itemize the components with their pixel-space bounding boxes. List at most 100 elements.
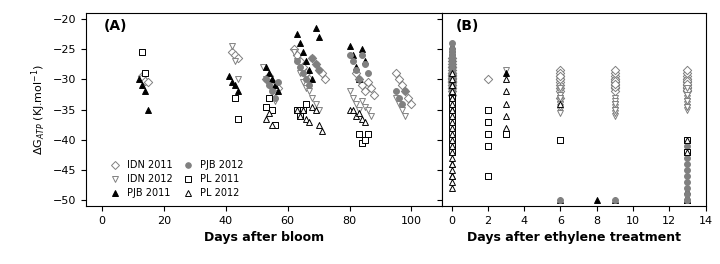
Point [446, 89, 457, 94]
Point [226, 44, 238, 48]
Point [682, 107, 693, 112]
Point [362, 71, 374, 76]
Point [397, 101, 408, 106]
Point [609, 95, 621, 100]
Point [554, 101, 566, 106]
Point [446, 53, 457, 58]
Point [446, 71, 457, 76]
Point [446, 150, 457, 154]
Point [446, 47, 457, 51]
Point [609, 77, 621, 82]
Point [446, 186, 457, 190]
Point [500, 131, 512, 136]
Point [393, 77, 405, 82]
Point [554, 86, 566, 91]
Point [554, 101, 566, 106]
Point [393, 95, 405, 100]
Point [140, 89, 151, 94]
Point [312, 35, 324, 39]
Point [682, 198, 693, 202]
Point [682, 98, 693, 103]
Point [291, 59, 302, 64]
Point [609, 82, 621, 86]
Point [393, 101, 405, 106]
Point [264, 74, 275, 79]
Point [609, 68, 621, 73]
Point [446, 59, 457, 64]
Point [446, 76, 457, 80]
Point [446, 47, 457, 51]
Point [446, 83, 457, 88]
Point [446, 92, 457, 97]
Point [609, 98, 621, 103]
Point [609, 107, 621, 112]
Point [446, 168, 457, 172]
Point [682, 83, 693, 88]
Point [300, 116, 312, 121]
Point [310, 62, 321, 67]
Point [446, 144, 457, 148]
Point [297, 80, 309, 84]
Point [269, 83, 281, 88]
Point [591, 198, 603, 202]
Point [269, 95, 281, 100]
Point [682, 82, 693, 86]
Point [362, 131, 374, 136]
Point [300, 101, 312, 106]
Point [406, 101, 418, 106]
Point [446, 95, 457, 100]
Point [609, 89, 621, 94]
Point [266, 77, 278, 82]
Point [446, 65, 457, 69]
Point [446, 114, 457, 118]
Point [446, 84, 457, 89]
Point [682, 144, 693, 148]
Point [446, 74, 457, 79]
Point [446, 180, 457, 184]
Point [359, 120, 371, 124]
Point [310, 26, 321, 30]
Point [482, 174, 494, 178]
Point [682, 138, 693, 142]
Legend: IDN 2011, IDN 2012, PJB 2011, PJB 2012, PL 2011, PL 2012: IDN 2011, IDN 2012, PJB 2011, PJB 2012, … [102, 157, 247, 201]
Point [446, 59, 457, 64]
Point [359, 105, 371, 109]
Point [273, 80, 284, 84]
Point [353, 107, 364, 112]
Point [400, 114, 411, 118]
Point [446, 86, 457, 91]
Point [682, 192, 693, 196]
Point [356, 47, 368, 51]
Point [609, 79, 621, 83]
Point [294, 59, 306, 64]
Point [554, 105, 566, 109]
Point [366, 86, 377, 91]
Point [297, 107, 309, 112]
Point [682, 150, 693, 154]
Point [446, 80, 457, 84]
Point [554, 110, 566, 115]
Point [446, 68, 457, 73]
Point [291, 32, 302, 36]
Point [294, 114, 306, 118]
Point [300, 71, 312, 76]
Point [294, 71, 306, 76]
Point [446, 59, 457, 64]
Point [682, 189, 693, 193]
Point [446, 74, 457, 79]
Point [353, 77, 364, 82]
Point [446, 101, 457, 106]
Point [500, 125, 512, 130]
Point [446, 71, 457, 76]
Point [446, 77, 457, 82]
Point [682, 174, 693, 178]
Point [609, 101, 621, 106]
Point [446, 74, 457, 79]
Point [446, 98, 457, 103]
X-axis label: Days after ethylene treatment: Days after ethylene treatment [467, 231, 681, 244]
Point [446, 74, 457, 79]
Point [682, 98, 693, 103]
Point [229, 95, 240, 100]
Point [446, 98, 457, 103]
Point [390, 71, 402, 76]
